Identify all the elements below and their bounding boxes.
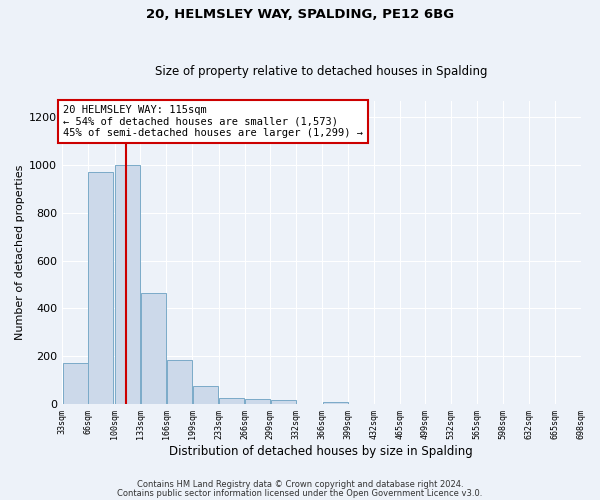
Bar xyxy=(167,360,192,404)
Bar xyxy=(323,402,347,404)
Bar xyxy=(245,400,270,404)
Bar xyxy=(62,364,88,404)
X-axis label: Distribution of detached houses by size in Spalding: Distribution of detached houses by size … xyxy=(169,444,473,458)
Text: Contains HM Land Registry data © Crown copyright and database right 2024.: Contains HM Land Registry data © Crown c… xyxy=(137,480,463,489)
Text: 20, HELMSLEY WAY, SPALDING, PE12 6BG: 20, HELMSLEY WAY, SPALDING, PE12 6BG xyxy=(146,8,454,20)
Text: 20 HELMSLEY WAY: 115sqm
← 54% of detached houses are smaller (1,573)
45% of semi: 20 HELMSLEY WAY: 115sqm ← 54% of detache… xyxy=(63,105,363,138)
Bar xyxy=(271,400,296,404)
Bar xyxy=(88,172,113,404)
Title: Size of property relative to detached houses in Spalding: Size of property relative to detached ho… xyxy=(155,66,488,78)
Text: Contains public sector information licensed under the Open Government Licence v3: Contains public sector information licen… xyxy=(118,488,482,498)
Bar xyxy=(141,293,166,404)
Bar xyxy=(115,165,140,404)
Bar xyxy=(219,398,244,404)
Y-axis label: Number of detached properties: Number of detached properties xyxy=(15,164,25,340)
Bar xyxy=(193,386,218,404)
